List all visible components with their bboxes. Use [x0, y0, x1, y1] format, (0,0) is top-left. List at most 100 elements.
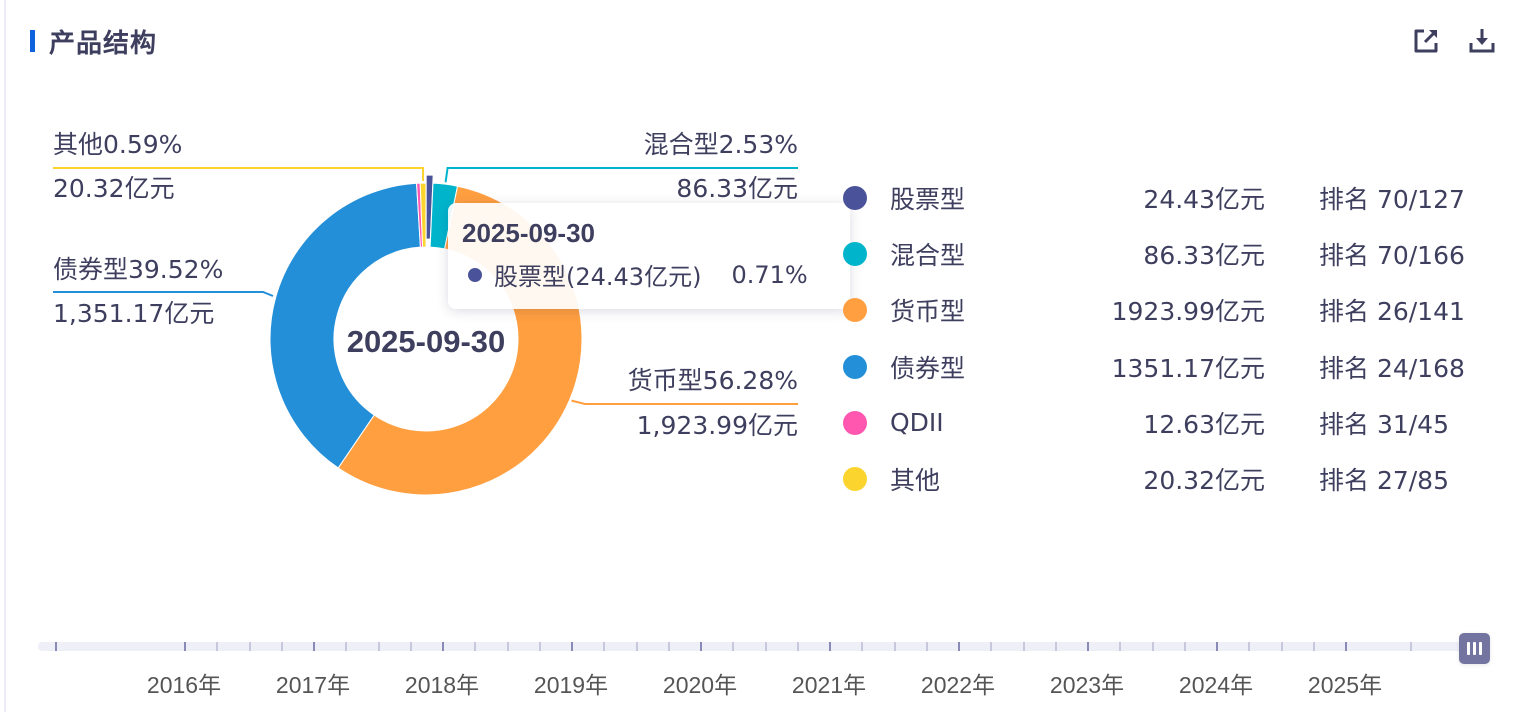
legend-rank: 排名 70/127	[1319, 185, 1465, 215]
timeline-tick-minor	[377, 642, 380, 651]
timeline-tick-minor	[409, 642, 412, 651]
label-money-pct: 货币型56.28%	[628, 366, 798, 395]
legend-rank: 排名 27/85	[1319, 466, 1449, 496]
leader-line-mixed	[444, 167, 798, 183]
timeline-drag-handle[interactable]	[1459, 633, 1490, 664]
panel-left-border	[4, 0, 6, 712]
timeline-tick-minor	[1183, 642, 1186, 651]
legend-dot	[843, 242, 867, 267]
label-money-value: 1,923.99亿元	[637, 411, 798, 440]
legend-value: 1351.17亿元	[1111, 353, 1265, 383]
legend-value: 1923.99亿元	[1111, 297, 1265, 327]
panel-title: 产品结构	[49, 28, 158, 59]
label-mixed-pct: 混合型2.53%	[644, 130, 798, 159]
timeline-year-label[interactable]: 2025年	[1307, 672, 1383, 698]
timeline-tick-minor	[732, 642, 735, 651]
legend-name: 货币型	[890, 297, 966, 327]
timeline-track[interactable]	[38, 642, 1484, 651]
legend: 股票型 24.43亿元 排名 70/127 混合型 86.33亿元 排名 70/…	[843, 170, 1465, 507]
legend-name: 债券型	[890, 353, 966, 383]
timeline-year-label[interactable]: 2021年	[791, 672, 867, 698]
slice-other[interactable]	[419, 182, 427, 248]
timeline-tick-minor	[1151, 642, 1154, 651]
timeline-tick-minor	[216, 642, 219, 651]
grip-line	[1473, 642, 1476, 655]
timeline-tick-minor	[925, 642, 928, 651]
timeline-tick-major	[1087, 642, 1089, 651]
center-date-label: 2025-09-30	[347, 324, 506, 359]
timeline-tick-minor	[764, 642, 767, 651]
leader-line-bond	[53, 291, 274, 297]
legend-item-qdii[interactable]: QDII 12.63亿元 排名 31/45	[843, 395, 1465, 451]
tooltip-series-dot	[468, 267, 482, 282]
legend-dot	[843, 354, 867, 379]
legend-rank: 排名 24/168	[1319, 353, 1465, 383]
timeline-tick-minor	[796, 642, 799, 651]
legend-rank: 排名 26/141	[1319, 297, 1465, 327]
timeline-tick-major	[1345, 642, 1347, 651]
legend-item-money[interactable]: 货币型 1923.99亿元 排名 26/141	[843, 282, 1465, 338]
timeline-tick-minor	[248, 642, 251, 651]
timeline-year-label[interactable]: 2022年	[920, 672, 996, 698]
grip-line	[1467, 642, 1470, 655]
timeline-tick-minor	[1248, 642, 1251, 651]
timeline-tick-minor	[603, 642, 606, 651]
legend-rank: 排名 70/166	[1319, 241, 1465, 271]
legend-value: 12.63亿元	[1143, 409, 1265, 439]
tooltip-series: 股票型(24.43亿元)	[494, 263, 702, 291]
legend-item-mixed[interactable]: 混合型 86.33亿元 排名 70/166	[843, 226, 1465, 282]
tooltip-date: 2025-09-30	[462, 218, 595, 248]
legend-value: 24.43亿元	[1143, 185, 1265, 215]
timeline-tick-major	[313, 642, 315, 651]
timeline-year-label[interactable]: 2016年	[146, 672, 222, 698]
legend-value: 86.33亿元	[1143, 241, 1265, 271]
chart-tooltip: 2025-09-30 股票型(24.43亿元) 0.71%	[448, 203, 850, 309]
timeline-tick	[55, 642, 57, 651]
legend-name: 混合型	[890, 241, 966, 271]
timeline-tick-major	[700, 642, 702, 651]
timeline-year-label[interactable]: 2019年	[533, 672, 609, 698]
legend-name: QDII	[890, 408, 944, 438]
legend-name: 其他	[890, 466, 941, 496]
timeline-tick-major	[829, 642, 831, 651]
timeline-tick-minor	[990, 642, 993, 651]
timeline-tick-major	[571, 642, 573, 651]
timeline-tick-minor	[1054, 642, 1057, 651]
leader-line-money	[571, 399, 798, 405]
timeline-tick-minor	[667, 642, 670, 651]
timeline-tick-minor	[1409, 642, 1412, 651]
timeline-year-label[interactable]: 2024年	[1178, 672, 1254, 698]
timeline-year-label[interactable]: 2017年	[275, 672, 351, 698]
timeline-tick-major	[442, 642, 444, 651]
timeline-tick-minor	[1280, 642, 1283, 651]
legend-dot	[843, 467, 867, 492]
tooltip-percent: 0.71%	[731, 260, 808, 289]
legend-name: 股票型	[890, 185, 966, 215]
label-other-value: 20.32亿元	[53, 174, 175, 203]
legend-value: 20.32亿元	[1143, 466, 1265, 496]
timeline-tick-minor	[1312, 642, 1315, 651]
timeline-tick-minor	[538, 642, 541, 651]
timeline-year-label[interactable]: 2020年	[662, 672, 738, 698]
label-mixed-value: 86.33亿元	[676, 174, 798, 203]
timeline-tick-minor	[1022, 642, 1025, 651]
legend-rank: 排名 31/45	[1319, 409, 1449, 439]
legend-dot	[843, 298, 867, 323]
legend-dot	[843, 410, 867, 435]
legend-item-other[interactable]: 其他 20.32亿元 排名 27/85	[843, 451, 1465, 507]
label-other-pct: 其他0.59%	[53, 130, 182, 159]
slice-bond[interactable]	[269, 182, 421, 469]
external-link-icon[interactable]	[1411, 26, 1441, 56]
timeline-tick-minor	[345, 642, 348, 651]
timeline-tick-minor	[635, 642, 638, 651]
timeline-year-label[interactable]: 2023年	[1049, 672, 1125, 698]
legend-item-bond[interactable]: 债券型 1351.17亿元 排名 24/168	[843, 339, 1465, 395]
timeline-tick-major	[958, 642, 960, 651]
leader-line-other	[53, 167, 425, 182]
panel-header: 产品结构	[30, 24, 158, 59]
timeline-tick-minor	[893, 642, 896, 651]
legend-item-stock[interactable]: 股票型 24.43亿元 排名 70/127	[843, 170, 1465, 226]
tooltip-row: 股票型(24.43亿元) 0.71%	[462, 257, 836, 292]
download-icon[interactable]	[1467, 26, 1497, 56]
timeline-year-label[interactable]: 2018年	[404, 672, 480, 698]
